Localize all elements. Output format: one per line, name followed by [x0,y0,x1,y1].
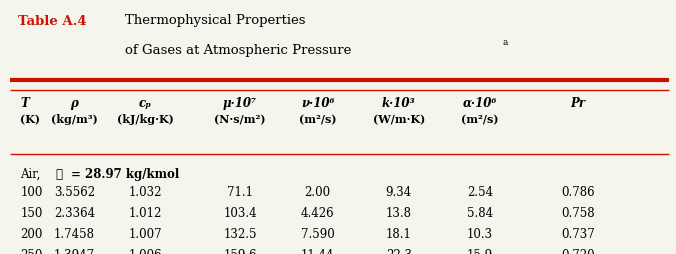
Text: (N·s/m²): (N·s/m²) [214,114,266,125]
Text: 71.1: 71.1 [227,186,253,199]
Text: 5.84: 5.84 [467,207,493,220]
Text: 1.032: 1.032 [128,186,162,199]
Text: k·10³: k·10³ [382,97,416,109]
Text: 18.1: 18.1 [386,228,412,241]
Text: (kJ/kg·K): (kJ/kg·K) [117,114,174,125]
Text: a: a [502,38,508,47]
Text: Table A.4: Table A.4 [18,15,87,28]
Text: Air,: Air, [20,168,45,181]
Text: T: T [20,97,29,109]
Text: Pr: Pr [571,97,585,109]
Text: (m²/s): (m²/s) [461,114,499,125]
Text: 0.720: 0.720 [561,249,595,254]
Text: 3.5562: 3.5562 [54,186,95,199]
Text: 15.9: 15.9 [467,249,493,254]
Text: 0.786: 0.786 [561,186,595,199]
Text: of Gases at Atmospheric Pressure: of Gases at Atmospheric Pressure [125,44,352,57]
Text: 132.5: 132.5 [223,228,257,241]
Text: 1.3947: 1.3947 [54,249,95,254]
Text: (K): (K) [20,114,41,125]
Text: 13.8: 13.8 [386,207,412,220]
Text: 0.758: 0.758 [561,207,595,220]
Text: 1.7458: 1.7458 [54,228,95,241]
Text: cₚ: cₚ [139,97,152,109]
Text: 22.3: 22.3 [386,249,412,254]
Text: μ·10⁷: μ·10⁷ [223,97,257,109]
Text: Thermophysical Properties: Thermophysical Properties [125,14,306,27]
Text: 159.6: 159.6 [223,249,257,254]
Text: 1.006: 1.006 [128,249,162,254]
Text: ρ: ρ [70,97,78,109]
Text: 100: 100 [20,186,43,199]
Text: (kg/m³): (kg/m³) [51,114,98,125]
Text: 2.54: 2.54 [467,186,493,199]
Text: (W/m·K): (W/m·K) [372,114,425,125]
Text: 150: 150 [20,207,43,220]
Text: 0.737: 0.737 [561,228,595,241]
Text: 9.34: 9.34 [386,186,412,199]
Text: (m²/s): (m²/s) [299,114,337,125]
Text: 7.590: 7.590 [301,228,335,241]
Text: 1.012: 1.012 [128,207,162,220]
Text: 2.3364: 2.3364 [54,207,95,220]
Text: 11.44: 11.44 [301,249,335,254]
Text: 103.4: 103.4 [223,207,257,220]
Text: ν·10⁶: ν·10⁶ [301,97,335,109]
Text: 250: 250 [20,249,43,254]
Text: = 28.97 kg/kmol: = 28.97 kg/kmol [71,168,179,181]
Text: 200: 200 [20,228,43,241]
Text: α·10⁶: α·10⁶ [462,97,498,109]
Text: 10.3: 10.3 [467,228,493,241]
Text: ℳ: ℳ [55,168,62,181]
Text: 4.426: 4.426 [301,207,335,220]
Text: 2.00: 2.00 [305,186,331,199]
Text: 1.007: 1.007 [128,228,162,241]
